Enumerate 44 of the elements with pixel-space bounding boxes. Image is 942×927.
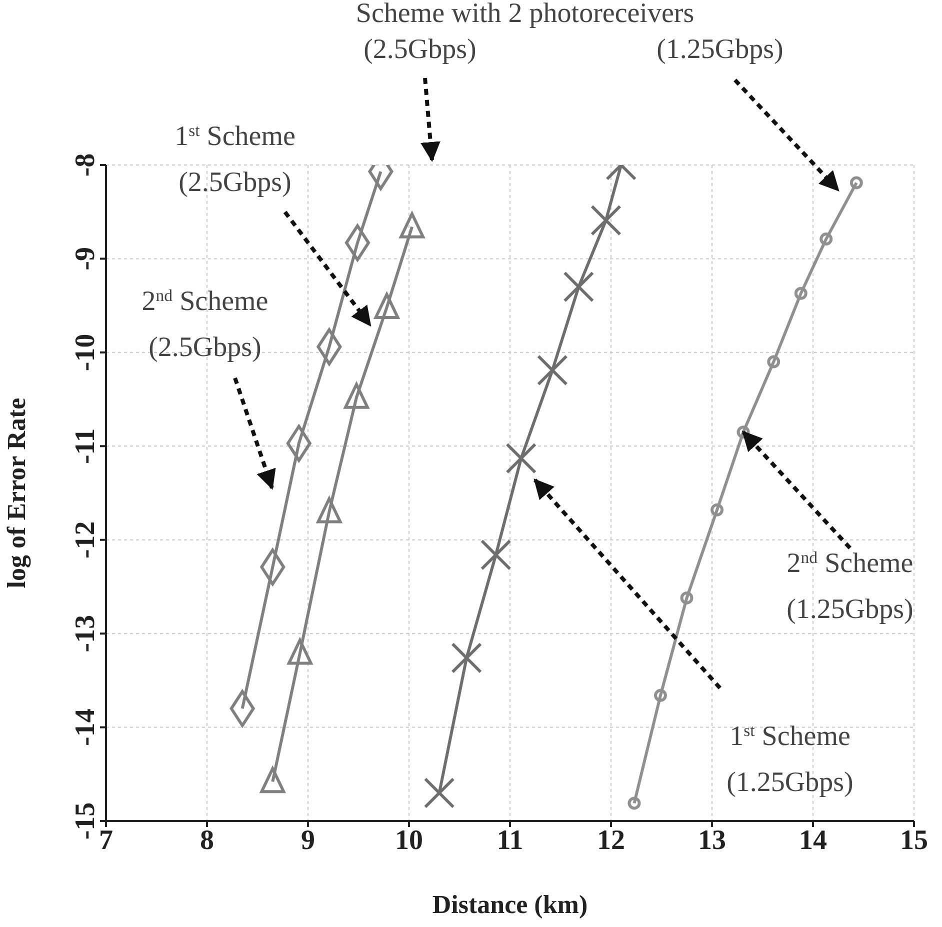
y-tick-label: -14	[70, 708, 101, 746]
point	[820, 232, 833, 246]
point	[287, 638, 312, 665]
y-axis-title: log of Error Rate	[2, 398, 32, 588]
point	[260, 767, 286, 794]
y-tick-label: -15	[70, 802, 101, 840]
x-tick-label: 13	[698, 824, 726, 856]
x-tick-label: 8	[200, 824, 214, 856]
x-tick-label: 12	[597, 824, 625, 856]
point	[794, 286, 808, 300]
point	[480, 539, 512, 570]
y-tick-label: -11	[70, 428, 101, 464]
y-tick-label: -9	[70, 247, 101, 270]
x-tick-label: 9	[301, 824, 315, 856]
point	[654, 688, 667, 702]
point	[850, 176, 863, 190]
text: (1.25Gbps)	[656, 34, 784, 65]
annotation: 2$^{nd}$ Scheme (1.25Gbps)	[786, 548, 914, 625]
point	[424, 777, 455, 808]
point	[536, 354, 568, 386]
point	[451, 642, 482, 674]
text: (2.5Gbps)	[364, 34, 476, 65]
x-tick-label: 15	[900, 824, 928, 856]
point	[506, 442, 537, 474]
point	[316, 497, 342, 524]
annotation: 1$^{st}$ Scheme (1.25Gbps)	[726, 720, 854, 798]
point	[710, 503, 724, 516]
x-tick-label: 10	[395, 824, 423, 856]
x-axis-title: Distance (km)	[432, 890, 588, 919]
text: Scheme with 2 photoreceivers	[356, 0, 694, 29]
point	[628, 796, 641, 810]
x-tick-label: 7	[99, 824, 113, 856]
point	[767, 355, 780, 368]
y-tick-label: -10	[70, 334, 101, 372]
annotation: 1$^{st}$ Scheme (2.5Gbps)	[174, 120, 296, 198]
x-tick-label: 14	[799, 824, 827, 856]
point	[590, 204, 622, 236]
y-tick-label: -13	[70, 614, 101, 652]
y-tick-label: -8	[70, 153, 101, 177]
y-tick-label: -12	[70, 521, 101, 559]
annotation: 2$^{nd}$ Scheme (2.5Gbps)	[142, 286, 268, 363]
point	[680, 591, 694, 604]
x-tick-label: 11	[496, 824, 524, 856]
point	[563, 271, 594, 302]
